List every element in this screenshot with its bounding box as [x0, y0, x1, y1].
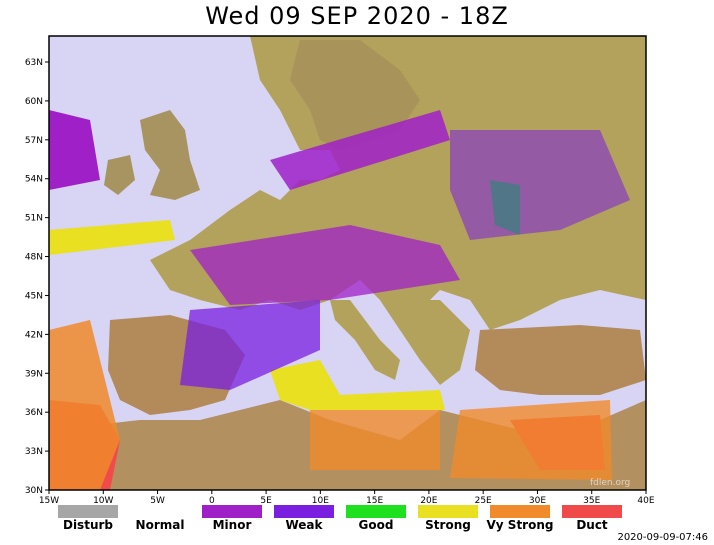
legend-label: Vy Strong — [486, 518, 554, 532]
y-tick-label: 54N — [25, 175, 43, 185]
legend-label: Weak — [285, 518, 323, 532]
x-tick-label: 20E — [420, 496, 437, 506]
map-frame — [48, 35, 647, 491]
land-ireland — [104, 155, 135, 195]
land-scandinavia — [290, 40, 420, 150]
legend-swatch — [202, 505, 262, 518]
legend-swatch — [418, 505, 478, 518]
y-tick-label: 57N — [25, 136, 43, 146]
y-tick-label: 48N — [25, 253, 43, 263]
zone-strong-atlantic — [49, 220, 175, 255]
zone-vystrong-central-med — [310, 395, 440, 470]
y-tick-label: 42N — [25, 330, 43, 340]
legend-swatch — [562, 505, 622, 518]
x-tick-label: 5E — [260, 496, 272, 506]
x-tick-label: 15W — [39, 496, 59, 506]
x-tick-label: 10E — [312, 496, 329, 506]
legend-swatch — [58, 505, 118, 518]
x-tick-label: 25E — [475, 496, 492, 506]
legend-swatch — [490, 505, 550, 518]
land-turkey — [475, 325, 646, 395]
zone-vystrong-east-med — [450, 400, 612, 480]
zone-vystrong-atlantic — [49, 320, 120, 490]
legend-label: Strong — [425, 518, 471, 532]
y-tick-label: 36N — [25, 408, 43, 418]
watermark: fdlen.org — [590, 478, 631, 488]
zone-minor-north-atlantic — [49, 110, 100, 190]
legend-label: Minor — [212, 518, 252, 532]
y-tick-label: 51N — [25, 214, 43, 224]
legend-label: Good — [358, 518, 394, 532]
y-tick-label: 60N — [25, 97, 43, 107]
legend-swatch — [346, 505, 406, 518]
y-tick-label: 33N — [25, 447, 43, 457]
x-tick-label: 15E — [366, 496, 383, 506]
x-tick-label: 30E — [529, 496, 546, 506]
legend-swatch — [130, 505, 190, 518]
land-balkans — [380, 300, 470, 385]
x-tick-label: 0 — [209, 496, 215, 506]
zone-strong-central-med — [270, 360, 445, 410]
x-tick-label: 40E — [637, 496, 654, 506]
y-tick-label: 45N — [25, 291, 43, 301]
zone-minor-baltic — [270, 110, 450, 190]
legend-label: Duct — [576, 518, 608, 532]
x-tick-label: 5W — [150, 496, 165, 506]
y-tick-label: 39N — [25, 369, 43, 379]
legend-swatch — [274, 505, 334, 518]
legend: Disturb Normal Minor Weak Good Strong Vy Stron… — [0, 503, 714, 545]
zone-minor-central-europe — [190, 225, 460, 305]
x-tick-label: 10W — [93, 496, 113, 506]
y-tick-label: 30N — [25, 486, 43, 496]
map-title: Wed 09 SEP 2020 - 18Z — [205, 2, 509, 30]
land-uk — [140, 110, 200, 200]
zone-weak-west-med — [180, 300, 320, 390]
legend-label: Normal — [135, 518, 185, 532]
y-tick-label: 63N — [25, 58, 43, 68]
land-italy — [330, 300, 400, 380]
zone-weak-east-europe — [450, 130, 630, 240]
timestamp: 2020-09-09-07:46 — [617, 532, 708, 543]
x-tick-label: 35E — [583, 496, 600, 506]
legend-label: Disturb — [62, 518, 113, 532]
